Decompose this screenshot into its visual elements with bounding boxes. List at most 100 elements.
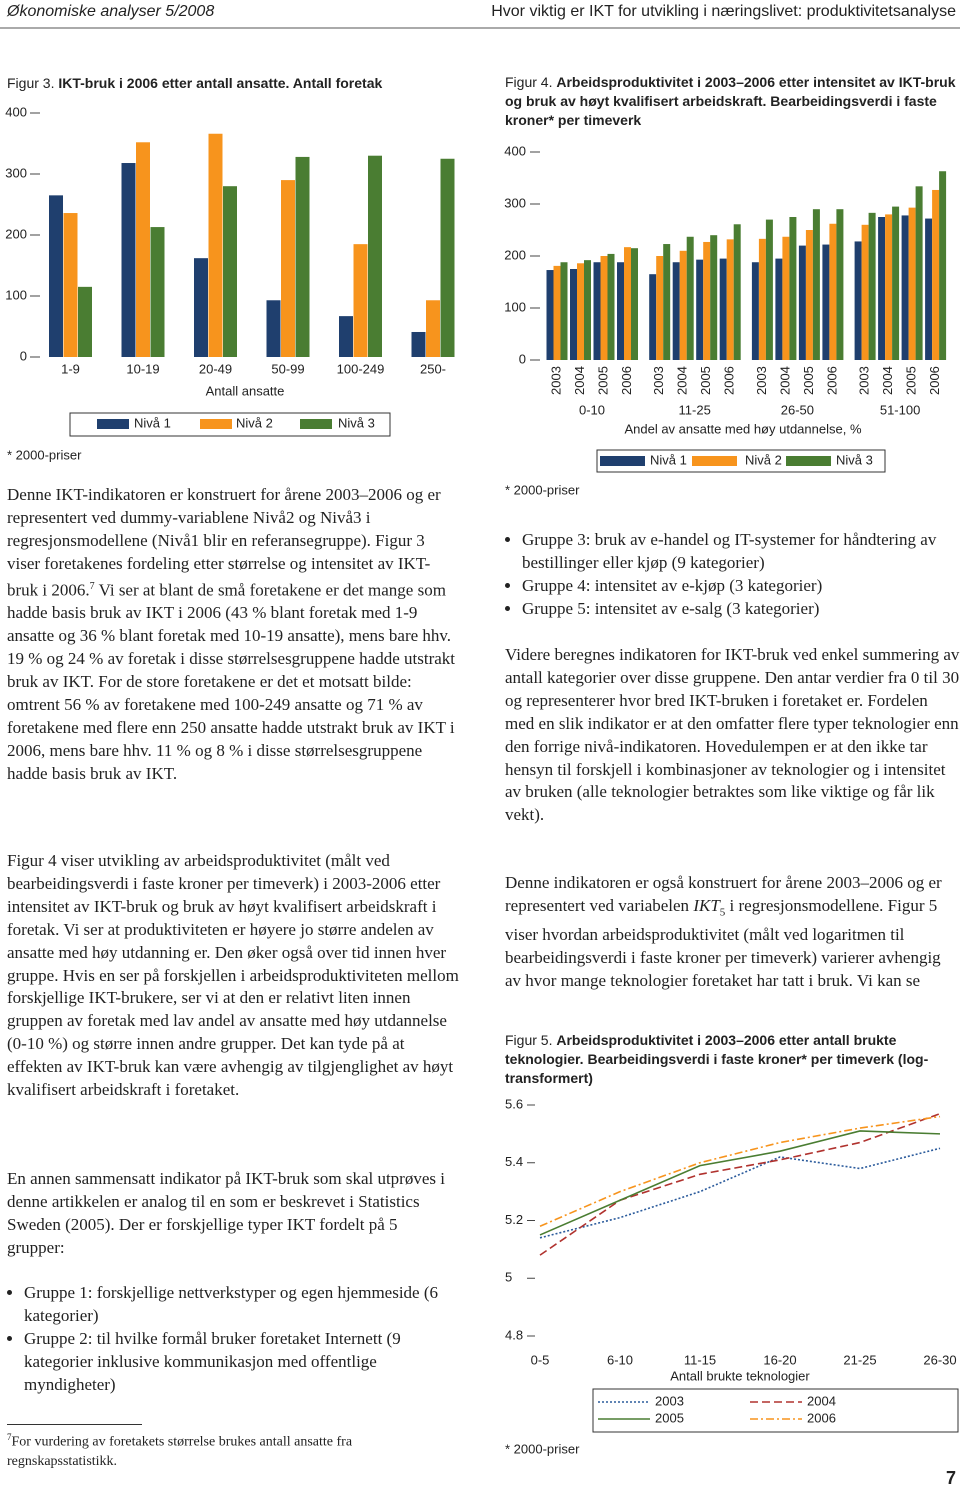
bar	[878, 217, 886, 360]
text: Denne indikatoren er også konstruert for…	[505, 873, 942, 915]
bar	[758, 238, 766, 360]
x-tick-label: 2003	[754, 366, 769, 395]
bar	[121, 163, 136, 357]
footnote-number: 7	[7, 1432, 12, 1442]
footnote-rule	[7, 1424, 142, 1425]
y-tick-label: 100	[5, 287, 27, 302]
bar	[426, 300, 440, 357]
footnote-text: For vurdering av foretakets størrelse br…	[7, 1434, 353, 1469]
bar	[546, 270, 554, 360]
group-label: 11-25	[679, 402, 711, 417]
x-tick-label: 2006	[824, 366, 839, 395]
x-tick-label: 20-49	[199, 361, 232, 376]
x-tick-label: 10-19	[126, 361, 159, 376]
x-tick-label: 2003	[651, 366, 666, 395]
bar	[733, 224, 741, 360]
bar	[679, 250, 687, 360]
x-tick-label: 2004	[675, 366, 690, 395]
bar	[805, 230, 813, 360]
chart-note: * 2000-priser	[7, 447, 82, 462]
bar	[649, 274, 657, 360]
legend-label: 2003	[655, 1393, 684, 1408]
y-tick-label: 200	[504, 247, 526, 262]
line	[539, 1115, 941, 1228]
footnote: 7For vurdering av foretakets størrelse b…	[7, 1428, 457, 1471]
bar	[607, 253, 615, 360]
paragraph: Videre beregnes indikatoren for IKT-bruk…	[505, 645, 960, 825]
bar	[868, 212, 876, 360]
bar	[440, 158, 455, 357]
bar	[925, 218, 933, 360]
x-tick-label: 2006	[927, 366, 942, 395]
legend-box	[69, 412, 391, 437]
y-tick-label: 400	[504, 143, 526, 158]
bar	[63, 213, 78, 357]
x-tick-label: 2003	[548, 366, 563, 395]
bar	[719, 258, 727, 360]
paragraph: Denne indikatoren er også konstruert for…	[505, 872, 960, 993]
text: i regresjonsmodellene. Figur 5 viser hvo…	[505, 895, 941, 991]
bar	[908, 207, 916, 360]
bar	[885, 214, 893, 360]
legend-label: 2004	[807, 1393, 836, 1408]
x-tick-label: 2006	[619, 366, 634, 395]
x-tick-label: 2005	[904, 366, 919, 395]
bullet: Gruppe 3: bruk av e-handel og IT-systeme…	[522, 529, 960, 575]
bar	[208, 133, 223, 357]
bar	[812, 209, 820, 360]
legend-label: Nivå 2	[236, 415, 273, 430]
x-tick-label: 2004	[777, 366, 792, 395]
x-tick-label: 2003	[857, 366, 872, 395]
y-tick-label: 5.2	[505, 1212, 523, 1227]
bar	[295, 156, 310, 357]
bar	[194, 258, 208, 357]
figure-title: Arbeidsproduktivitet i 2003–2006 etter i…	[505, 74, 956, 128]
figure-label: Figur 5.	[505, 1032, 553, 1048]
figure-title: IKT-bruk i 2006 etter antall ansatte. An…	[58, 75, 383, 91]
bar	[710, 235, 718, 360]
y-tick-label: 5	[505, 1270, 512, 1285]
x-tick-label: 100-249	[337, 361, 385, 376]
figure-caption: Figur 4. Arbeidsproduktivitet i 2003–200…	[505, 73, 957, 130]
bar	[49, 195, 63, 357]
figure-label: Figur 3.	[7, 75, 55, 91]
group-label: 51-100	[880, 402, 920, 417]
figure-title: Arbeidsproduktivitet i 2003–2006 etter a…	[505, 1032, 929, 1086]
bullet-list: Gruppe 1: forskjellige nettverkstyper og…	[7, 1282, 459, 1397]
line	[539, 1112, 941, 1256]
legend-swatch	[600, 456, 645, 466]
bar	[672, 262, 680, 360]
bullet-list: Gruppe 3: bruk av e-handel og IT-systeme…	[505, 529, 960, 621]
legend-swatch	[97, 419, 129, 429]
bar	[798, 245, 806, 360]
paragraph: Figur 4 viser utvikling av arbeidsproduk…	[7, 851, 459, 1100]
bar	[782, 236, 790, 360]
bar	[686, 236, 694, 360]
y-tick-label: 100	[504, 299, 526, 314]
x-axis-label: Andel av ansatte med høy utdannelse, %	[624, 421, 861, 436]
bullet: Gruppe 5: intensitet av e-salg (3 katego…	[522, 598, 960, 621]
x-tick-label: 11-15	[684, 1352, 716, 1367]
variable-sub: 5	[719, 906, 726, 919]
variable: IKT	[693, 895, 720, 915]
y-tick-label: 5.6	[505, 1096, 523, 1111]
x-tick-label: 2005	[595, 366, 610, 395]
figure-caption: Figur 5. Arbeidsproduktivitet i 2003–200…	[505, 1031, 935, 1088]
y-tick-label: 4.8	[505, 1327, 523, 1342]
bar	[861, 224, 869, 360]
legend-label: Nivå 1	[134, 415, 171, 430]
chart-note: * 2000-priser	[505, 482, 580, 497]
text: Denne IKT-indikatoren er konstruert for …	[7, 485, 441, 600]
legend-label: Nivå 1	[650, 452, 687, 467]
group-label: 0-10	[579, 402, 605, 417]
y-tick-label: 0	[519, 351, 526, 366]
y-tick-label: 200	[5, 226, 27, 241]
bar	[829, 223, 837, 360]
x-axis-label: Antall brukte teknologier	[670, 1368, 810, 1383]
legend-swatch	[692, 456, 737, 466]
bar	[775, 258, 783, 360]
bar	[696, 259, 704, 360]
bar	[892, 206, 900, 360]
paragraph: Denne IKT-indikatoren er konstruert for …	[7, 484, 459, 785]
bar	[663, 244, 671, 360]
